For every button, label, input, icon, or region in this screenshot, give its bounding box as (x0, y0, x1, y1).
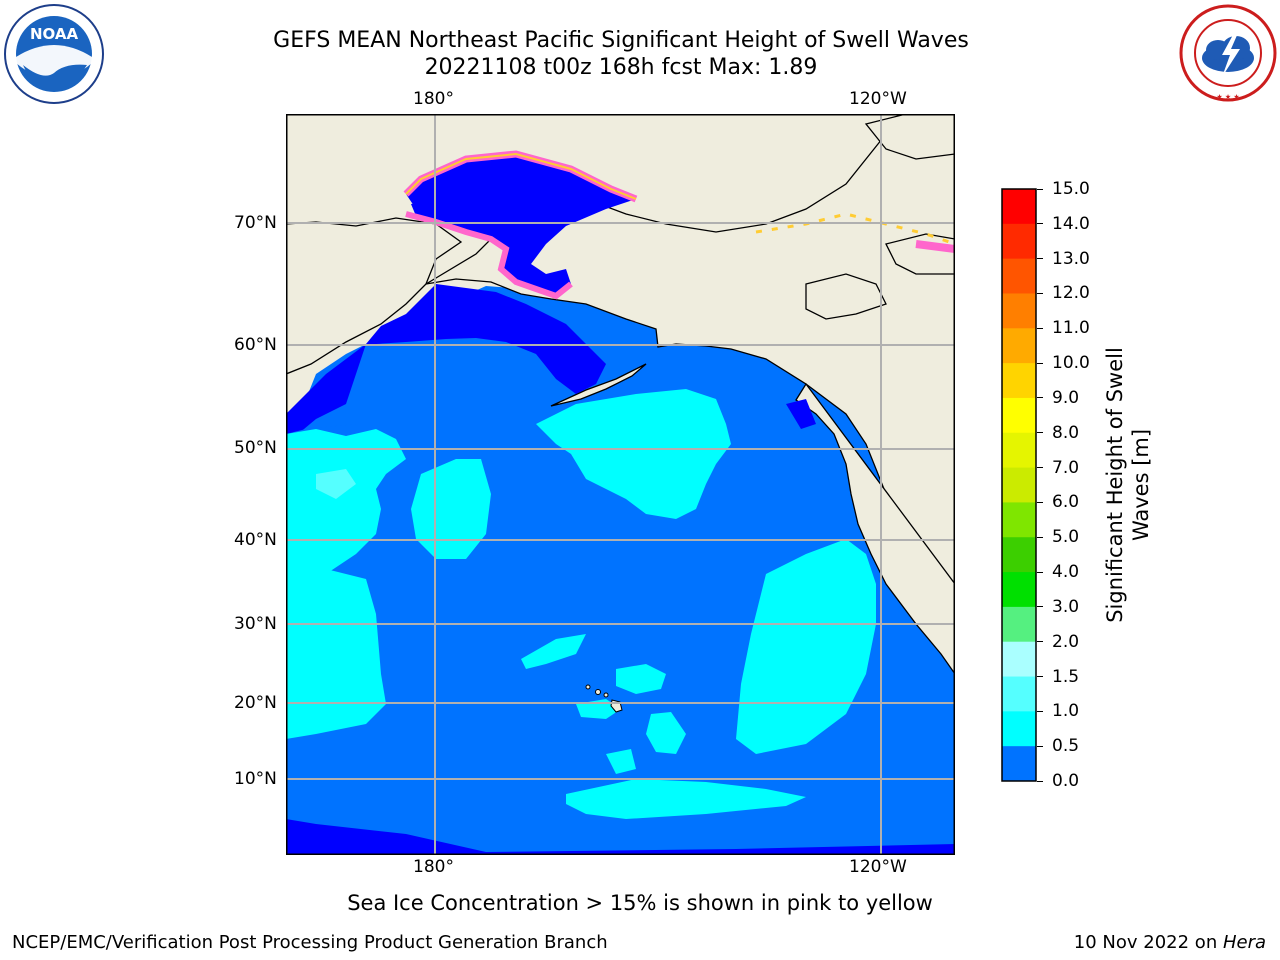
colorbar-tick-label: 6.0 (1052, 492, 1080, 513)
noaa-logo-text: NOAA (30, 25, 79, 43)
lon-label-top-180: 180° (413, 89, 454, 109)
colorbar-segment (1002, 746, 1036, 782)
colorbar-tick-mark (1037, 710, 1043, 712)
colorbar-title-line1: Significant Height of Swell (1103, 347, 1127, 623)
colorbar-title-line2: Waves [m] (1129, 428, 1153, 542)
colorbar-tick-label: 8.0 (1052, 422, 1080, 443)
colorbar-tick-mark (1037, 258, 1043, 260)
colorbar-tick-mark (1037, 501, 1043, 503)
lat-label-20n: 20°N (234, 693, 277, 713)
colorbar-tick-label: 12.0 (1052, 283, 1090, 304)
colorbar-tick-label: 10.0 (1052, 353, 1090, 374)
colorbar-segment (1002, 502, 1036, 538)
colorbar-tick-mark (1037, 467, 1043, 469)
map-panel (286, 114, 955, 855)
colorbar-tick-label: 7.0 (1052, 457, 1080, 478)
colorbar-segment (1002, 606, 1036, 643)
colorbar-segment (1002, 328, 1036, 364)
colorbar-tick-mark (1037, 327, 1043, 329)
colorbar-segment (1002, 711, 1036, 747)
colorbar-tick-label: 5.0 (1052, 527, 1080, 548)
colorbar-segment (1002, 467, 1036, 503)
colorbar-segment (1002, 397, 1036, 434)
colorbar-tick-mark (1037, 676, 1043, 678)
lat-label-40n: 40°N (234, 530, 277, 550)
colorbar-tick-mark (1037, 745, 1043, 747)
sea-ice-caption: Sea Ice Concentration > 15% is shown in … (347, 891, 933, 915)
colorbar-segment (1002, 537, 1036, 573)
colorbar-title: Significant Height of Swell Waves [m] (1102, 347, 1154, 623)
colorbar-tick-label: 1.0 (1052, 701, 1080, 722)
lat-label-60n: 60°N (234, 335, 277, 355)
colorbar-tick-mark (1037, 397, 1043, 399)
colorbar-segment (1002, 363, 1036, 399)
lat-label-10n: 10°N (234, 769, 277, 789)
colorbar-segment (1002, 258, 1036, 294)
colorbar-segment (1002, 223, 1036, 260)
colorbar-segment (1002, 189, 1036, 225)
colorbar-segment (1002, 432, 1036, 469)
footer-credit: NCEP/EMC/Verification Post Processing Pr… (12, 932, 608, 953)
colorbar-segment (1002, 293, 1036, 329)
noaa-logo: NOAA (4, 4, 104, 104)
low-swell-regions (286, 154, 955, 855)
colorbar-tick-mark (1037, 536, 1043, 538)
colorbar-tick-label: 11.0 (1052, 318, 1090, 339)
graticule (286, 114, 955, 855)
nws-logo: ★ ★ ★ (1179, 4, 1277, 102)
footer-machine: Hera (1222, 932, 1266, 953)
footer-date-text: 10 Nov 2022 on (1073, 932, 1223, 953)
colorbar-tick-mark (1037, 571, 1043, 573)
colorbar-tick-label: 3.0 (1052, 596, 1080, 617)
colorbar-tick-label: 9.0 (1052, 387, 1080, 408)
colorbar-tick-mark (1037, 223, 1043, 225)
colorbar-tick-label: 14.0 (1052, 213, 1090, 234)
colorbar-tick-label: 15.0 (1052, 179, 1090, 199)
colorbar-tick-label: 0.0 (1052, 771, 1080, 791)
lon-label-top-120w: 120°W (849, 89, 907, 109)
colorbar-tick-mark (1037, 780, 1043, 782)
colorbar-tick-label: 13.0 (1052, 248, 1090, 269)
colorbar-segment (1002, 676, 1036, 712)
figure-subtitle: 20221108 t00z 168h fcst Max: 1.89 (424, 55, 818, 80)
sea-ice-edges (403, 150, 955, 300)
colorbar-tick-mark (1037, 362, 1043, 364)
colorbar-tick-label: 2.0 (1052, 631, 1080, 652)
colorbar-tick-mark (1037, 188, 1043, 190)
colorbar-tick-mark (1037, 606, 1043, 608)
lon-label-bottom-180: 180° (413, 857, 454, 877)
colorbar-tick-label: 0.5 (1052, 736, 1080, 757)
colorbar-tick-mark (1037, 292, 1043, 294)
figure-title: GEFS MEAN Northeast Pacific Significant … (273, 28, 969, 53)
lat-label-70n: 70°N (234, 213, 277, 233)
colorbar-segment (1002, 641, 1036, 678)
colorbar-tick-label: 4.0 (1052, 562, 1080, 583)
colorbar-segment (1002, 572, 1036, 608)
colorbar (1001, 188, 1037, 782)
svg-text:★ ★ ★: ★ ★ ★ (1216, 93, 1239, 101)
lat-label-50n: 50°N (234, 438, 277, 458)
colorbar-tick-label: 1.5 (1052, 666, 1080, 687)
colorbar-tick-mark (1037, 432, 1043, 434)
footer-date: 10 Nov 2022 on Hera (1074, 932, 1266, 953)
colorbar-tick-mark (1037, 641, 1043, 643)
lon-label-bottom-120w: 120°W (849, 857, 907, 877)
lat-label-30n: 30°N (234, 614, 277, 634)
